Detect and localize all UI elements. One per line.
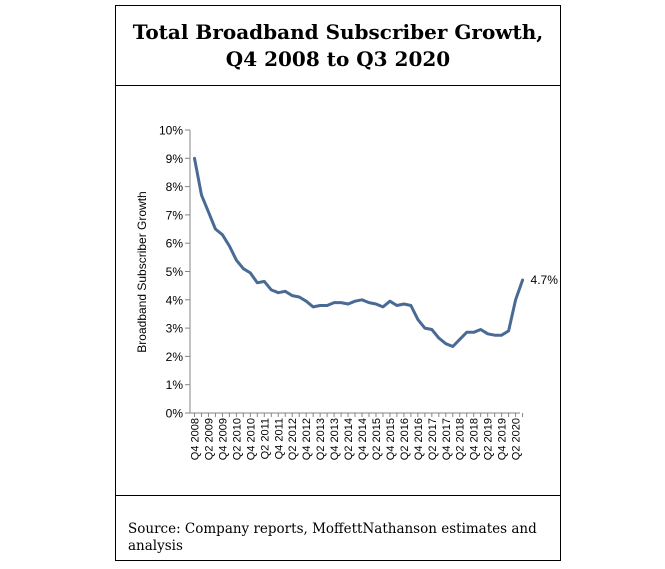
y-tick-label: 8%: [166, 180, 184, 194]
y-tick-label: 3%: [166, 322, 184, 336]
chart-frame: Total Broadband Subscriber Growth, Q4 20…: [115, 5, 561, 561]
y-tick-label: 5%: [166, 265, 184, 279]
y-tick-label: 4%: [166, 293, 184, 307]
y-axis: 0% 1% 2% 3% 4% 5% 6% 7% 8% 9% 10%: [159, 124, 191, 421]
x-tick-label: Q4 2010: [245, 418, 257, 460]
x-tick-label: Q4 2013: [329, 418, 341, 460]
x-tick-label: Q2 2016: [399, 418, 411, 460]
x-tick-label: Q4 2011: [273, 418, 285, 459]
x-tick-label: Q4 2017: [441, 418, 453, 460]
x-tick-label: Q2 2011: [259, 418, 271, 459]
x-tick-label: Q4 2016: [413, 418, 425, 460]
x-tick-label: Q2 2010: [231, 418, 243, 460]
y-tick-label: 9%: [166, 152, 184, 166]
title-box: Total Broadband Subscriber Growth, Q4 20…: [116, 6, 560, 86]
end-value-label: 4.7%: [531, 273, 559, 287]
x-tick-label: Q2 2019: [483, 418, 495, 460]
x-tick-label: Q2 2017: [427, 418, 439, 460]
y-axis-label: Broadband Subscriber Growth: [135, 191, 149, 352]
chart-title-line-1: Total Broadband Subscriber Growth,: [132, 19, 544, 44]
x-tick-label: Q4 2012: [301, 418, 313, 460]
x-tick-label: Q2 2009: [203, 418, 215, 460]
y-tick-label: 2%: [166, 350, 184, 364]
x-tick-label: Q4 2018: [469, 418, 481, 460]
x-axis: Q4 2008 Q2 2009 Q4 2009 Q2 2010 Q4 2010 Q2 20…: [190, 412, 524, 460]
x-tick-label: Q4 2014: [357, 418, 369, 460]
x-tick-label: Q2 2012: [287, 418, 299, 460]
y-tick-label: 7%: [166, 208, 184, 222]
series-line: [193, 156, 525, 348]
x-tick-label: Q4 2019: [497, 418, 509, 460]
x-tick-label: Q4 2009: [217, 418, 229, 460]
x-tick-label: Q2 2014: [343, 418, 355, 460]
x-tick-label: Q4 2015: [385, 418, 397, 460]
series-group: 4.7%: [193, 156, 559, 348]
y-tick-label: 1%: [166, 378, 184, 392]
source-note: Source: Company reports, MoffettNathanso…: [116, 495, 560, 560]
chart-title-line-2: Q4 2008 to Q3 2020: [225, 46, 451, 71]
x-tick-label: Q2 2015: [371, 418, 383, 460]
y-tick-label: 6%: [166, 237, 184, 251]
x-tick-label: Q4 2008: [190, 418, 202, 460]
x-tick-label: Q2 2020: [511, 418, 523, 460]
y-tick-label: 0%: [166, 407, 184, 421]
x-tick-label: Q2 2018: [455, 418, 467, 460]
y-tick-label: 10%: [159, 124, 183, 138]
x-tick-label: Q2 2013: [315, 418, 327, 460]
